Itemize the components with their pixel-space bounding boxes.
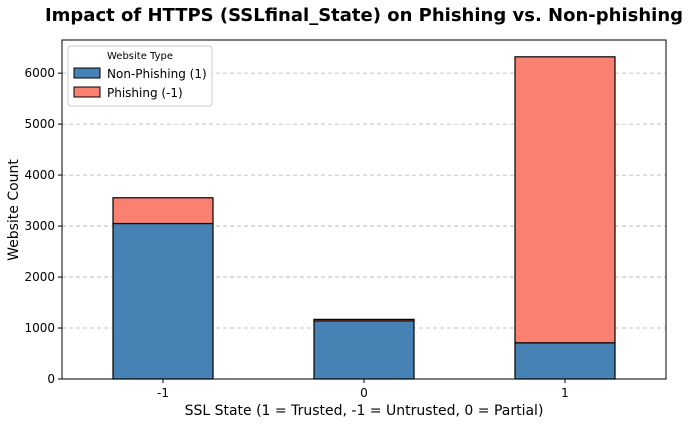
y-tick-label-5: 5000 xyxy=(24,117,55,131)
legend-label-non-phishing: Non-Phishing (1) xyxy=(107,67,207,81)
bar-non-phishing-1 xyxy=(313,320,415,380)
bar-non-phishing-2 xyxy=(514,342,616,380)
legend-label-phishing: Phishing (-1) xyxy=(107,86,183,100)
bar-phishing-0 xyxy=(112,197,214,225)
x-tick-label-0: -1 xyxy=(157,386,169,400)
bar-phishing-2 xyxy=(514,56,616,344)
y-axis-label: Website Count xyxy=(6,159,22,261)
legend-swatch-phishing xyxy=(73,86,101,98)
legend-title: Website Type xyxy=(107,51,173,62)
y-tick-label-0: 0 xyxy=(47,372,55,386)
y-tick-label-4: 4000 xyxy=(24,168,55,182)
y-tick-label-1: 1000 xyxy=(24,321,55,335)
y-tick-label-6: 6000 xyxy=(24,66,55,80)
x-axis-ticks: -1 0 1 xyxy=(157,379,569,400)
legend-box xyxy=(67,45,213,107)
chart-title: Impact of HTTPS (SSLfinal_State) on Phis… xyxy=(45,5,683,26)
y-axis-ticks: 0 1000 2000 3000 4000 5000 6000 xyxy=(24,66,62,386)
x-tick-label-2: 1 xyxy=(561,386,569,400)
bar-phishing-1 xyxy=(313,318,415,322)
y-tick-label-3: 3000 xyxy=(24,219,55,233)
legend-swatch-non-phishing xyxy=(73,67,101,79)
bar-non-phishing-0 xyxy=(112,222,214,380)
x-tick-label-1: 0 xyxy=(360,386,368,400)
legend: Website Type Non-Phishing (1) Phishing (… xyxy=(67,45,213,107)
y-tick-label-2: 2000 xyxy=(24,270,55,284)
x-axis-label: SSL State (1 = Trusted, -1 = Untrusted, … xyxy=(185,403,544,419)
